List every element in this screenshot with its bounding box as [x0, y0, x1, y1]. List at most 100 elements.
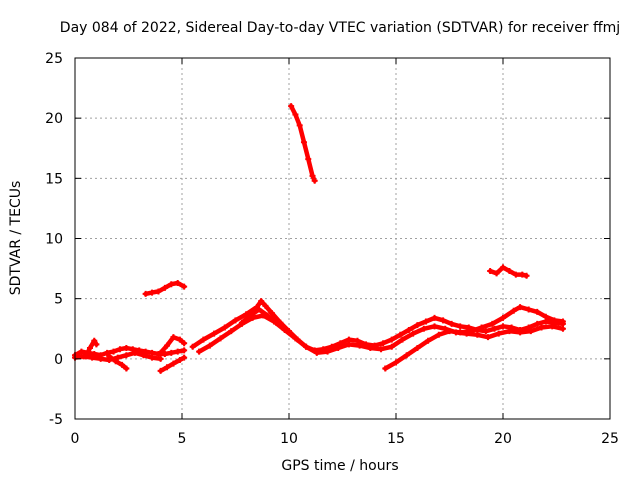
- data-point-7-19: [354, 337, 361, 344]
- data-point-0-7: [116, 346, 123, 353]
- data-point-7-30: [448, 320, 455, 327]
- data-point-6-1: [149, 289, 156, 296]
- data-point-12-4: [512, 271, 519, 278]
- x-tick-label-0: 0: [71, 431, 80, 447]
- y-tick-label-5: 20: [45, 111, 63, 127]
- data-point-6-3: [161, 284, 168, 291]
- data-point-7-3: [221, 324, 228, 331]
- data-point-7-28: [431, 314, 438, 321]
- y-tick-label-0: -5: [49, 412, 63, 428]
- series-start-spike: [82, 337, 100, 360]
- data-point-10-17: [551, 317, 558, 324]
- data-point-9-3: [264, 312, 271, 319]
- series-ridge-lower-band: [196, 312, 566, 356]
- data-point-7-4: [232, 317, 239, 324]
- data-point-8-33: [549, 323, 556, 330]
- data-point-4-3: [176, 336, 183, 343]
- data-point-7-23: [388, 336, 395, 343]
- series-dip-segment-a: [106, 353, 130, 372]
- data-point-11-0: [288, 103, 295, 110]
- series-elevated-segment-b: [487, 264, 530, 279]
- data-point-8-0: [196, 348, 203, 355]
- data-point-4-4: [181, 340, 188, 347]
- data-point-7-36: [500, 323, 506, 330]
- series-late-rise: [382, 304, 566, 372]
- data-point-8-9: [292, 335, 299, 342]
- series-line-dip-segment-a: [106, 354, 129, 371]
- data-point-8-27: [485, 334, 492, 341]
- data-point-4-1: [164, 342, 171, 349]
- data-point-7-26: [414, 322, 421, 329]
- data-point-7-9: [268, 310, 275, 317]
- x-tick-label-5: 25: [601, 431, 619, 447]
- data-point-12-5: [519, 271, 526, 278]
- data-point-12-1: [493, 270, 500, 277]
- x-tick-label-2: 10: [280, 431, 298, 447]
- data-point-12-0: [487, 267, 494, 274]
- data-point-1-6: [123, 352, 130, 359]
- plot-frame: [74, 57, 611, 420]
- y-axis-label: SDTVAR / TECUs: [8, 181, 24, 296]
- series-elevated-segment-a: [142, 280, 188, 297]
- data-point-7-24: [397, 331, 404, 338]
- data-point-8-19: [399, 336, 406, 343]
- data-point-11-6: [311, 177, 318, 184]
- data-point-8-26: [474, 331, 481, 338]
- data-point-0-14: [161, 351, 168, 358]
- data-point-4-2: [170, 334, 177, 341]
- data-point-10-5: [435, 331, 442, 338]
- data-point-3-0: [157, 367, 164, 374]
- data-point-8-8: [281, 326, 288, 333]
- data-point-10-7: [457, 329, 464, 336]
- data-point-10-4: [425, 337, 432, 344]
- data-point-10-9: [478, 324, 485, 331]
- data-point-8-10: [303, 343, 310, 350]
- data-point-8-28: [495, 330, 502, 337]
- data-point-0-8: [123, 345, 130, 352]
- data-point-10-6: [446, 328, 453, 335]
- data-point-0-5: [104, 349, 111, 356]
- data-point-10-10: [489, 320, 496, 327]
- data-point-3-1: [164, 364, 171, 371]
- data-point-3-4: [181, 354, 188, 361]
- data-point-10-0: [382, 365, 389, 372]
- data-point-7-8: [262, 302, 269, 309]
- series-small-hump: [157, 334, 188, 356]
- data-point-12-2: [500, 264, 506, 271]
- data-point-2-1: [112, 358, 119, 365]
- data-point-0-1: [78, 348, 85, 355]
- data-point-1-3: [97, 355, 104, 362]
- data-point-9-4: [273, 319, 280, 326]
- data-point-8-11: [313, 349, 320, 356]
- data-point-1-8: [140, 352, 147, 359]
- x-tick-label-1: 5: [178, 431, 187, 447]
- data-point-1-7: [131, 349, 138, 356]
- y-tick-label-2: 5: [54, 292, 63, 308]
- data-point-10-12: [510, 307, 517, 314]
- data-point-0-6: [110, 348, 117, 355]
- data-point-7-40: [534, 320, 541, 327]
- data-point-10-14: [525, 306, 532, 313]
- data-point-11-3: [300, 139, 307, 146]
- data-point-7-35: [491, 325, 498, 332]
- data-point-8-29: [506, 328, 513, 335]
- data-point-2-2: [119, 361, 126, 368]
- data-point-8-31: [527, 328, 534, 335]
- data-point-8-12: [324, 348, 331, 355]
- x-tick-label-3: 15: [387, 431, 405, 447]
- data-point-8-34: [559, 325, 566, 332]
- data-point-1-2: [89, 354, 96, 361]
- data-point-8-14: [345, 341, 352, 348]
- series-ridge-upper-band: [238, 306, 280, 326]
- data-point-8-22: [431, 323, 438, 330]
- data-point-5-1: [86, 345, 93, 352]
- data-point-5-0: [82, 353, 89, 360]
- y-tick-label-6: 25: [45, 51, 63, 67]
- data-point-8-17: [378, 346, 385, 353]
- data-point-7-29: [440, 317, 447, 324]
- data-point-8-20: [410, 330, 417, 337]
- data-point-0-17: [181, 347, 188, 354]
- data-point-11-5: [309, 172, 316, 179]
- data-point-6-6: [181, 283, 188, 290]
- data-point-8-21: [420, 325, 427, 332]
